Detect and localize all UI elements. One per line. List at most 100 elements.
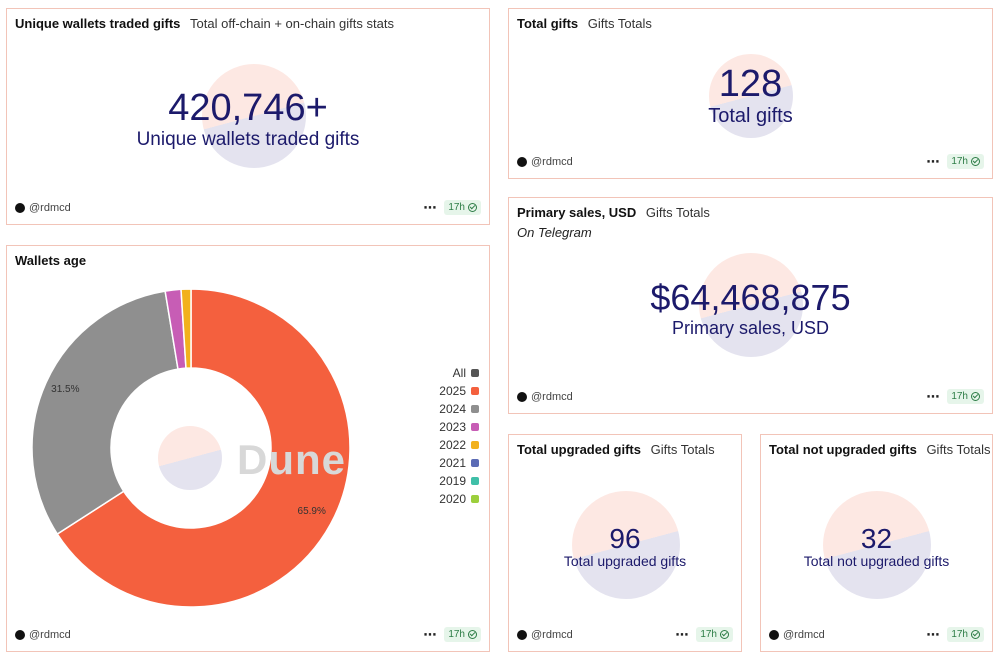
card-title[interactable]: Total upgraded gifts [517,442,641,457]
author-link[interactable]: @rdmcd [769,629,825,641]
dune-watermark-icon [709,54,793,138]
author-name: @rdmcd [531,156,573,168]
card-footer: @rdmcd ⋯ 17h [15,200,481,216]
counter: 96 Total upgraded gifts [509,525,741,569]
check-circle-icon [971,157,980,166]
legend-item-2019[interactable]: 2019 [439,472,479,490]
check-circle-icon [971,392,980,401]
legend-item-2021[interactable]: 2021 [439,454,479,472]
legend-swatch [471,477,479,485]
avatar [15,203,25,213]
freshness-badge: 17h [947,389,984,404]
card-header: Total upgraded gifts Gifts Totals [517,442,715,457]
legend-item-2020[interactable]: 2020 [439,490,479,508]
avatar [769,630,779,640]
pie-slice-2025[interactable] [56,288,351,608]
more-options-icon[interactable]: ⋯ [926,626,940,642]
avatar [517,157,527,167]
more-options-icon[interactable]: ⋯ [926,153,940,169]
card-header: Total gifts Gifts Totals [517,16,652,31]
legend-label: 2021 [439,456,466,470]
card-footer: @rdmcd ⋯ 17h [517,154,984,170]
freshness-badge: 17h [444,200,481,215]
check-circle-icon [720,630,729,639]
card-header: Unique wallets traded gifts Total off-ch… [15,16,394,31]
counter-value: 96 [609,523,641,554]
counter: $64,468,875 Primary sales, USD [509,280,992,339]
check-circle-icon [971,630,980,639]
counter-label: Total not upgraded gifts [803,553,950,569]
total-gifts-card: Total gifts Gifts Totals 128 Total gifts… [508,8,993,179]
wallets-age-donut-chart: 65.9% 31.5% [31,288,351,608]
freshness-age: 17h [951,156,968,167]
counter: 420,746+ Unique wallets traded gifts [7,89,489,151]
check-circle-icon [468,203,477,212]
legend-item-2024[interactable]: 2024 [439,400,479,418]
counter-label: Total upgraded gifts [563,553,687,569]
card-footer: @rdmcd ⋯ 17h [769,627,984,643]
wallets-age-card: Wallets age 65.9% 31.5% Dune All 2025 2024 2… [6,245,490,652]
pie-slice-2022[interactable] [180,288,192,369]
counter-value: 32 [860,523,893,554]
counter-label: Total gifts [708,105,793,127]
card-title[interactable]: Wallets age [15,253,87,268]
pie-data-label: 65.9% [298,506,326,517]
counter: 32 Total not upgraded gifts [761,525,992,569]
author-link[interactable]: @rdmcd [517,629,573,641]
author-link[interactable]: @rdmcd [517,391,573,403]
chart-legend: All 2025 2024 2023 2022 2021 2019 2020 [439,364,479,508]
legend-label: 2020 [439,492,466,506]
freshness-age: 17h [448,202,465,213]
more-options-icon[interactable]: ⋯ [675,626,689,642]
more-options-icon[interactable]: ⋯ [423,626,437,642]
author-name: @rdmcd [783,629,825,641]
card-subtitle: Gifts Totals [587,16,652,31]
card-footer: @rdmcd ⋯ 17h [517,627,733,643]
card-subtitle: Gifts Totals [650,442,715,457]
author-link[interactable]: @rdmcd [517,156,573,168]
legend-item-2023[interactable]: 2023 [439,418,479,436]
author-name: @rdmcd [531,391,573,403]
more-options-icon[interactable]: ⋯ [423,199,437,215]
freshness-age: 17h [448,629,465,640]
legend-item-2025[interactable]: 2025 [439,382,479,400]
card-title[interactable]: Primary sales, USD [517,205,637,220]
legend-label: 2022 [439,438,466,452]
legend-label: 2023 [439,420,466,434]
legend-item-all[interactable]: All [439,364,479,382]
legend-item-2022[interactable]: 2022 [439,436,479,454]
author-name: @rdmcd [29,629,71,641]
author-link[interactable]: @rdmcd [15,629,71,641]
unique-wallets-card: Unique wallets traded gifts Total off-ch… [6,8,490,225]
card-subtitle: Gifts Totals [645,205,710,220]
card-header: Wallets age [15,253,86,268]
not-upgraded-gifts-card: Total not upgraded gifts Gifts Totals 32… [760,434,993,652]
card-header: Total not upgraded gifts Gifts Totals [769,442,991,457]
legend-swatch [471,387,479,395]
freshness-age: 17h [951,391,968,402]
legend-swatch [471,495,479,503]
legend-swatch [471,441,479,449]
primary-sales-card: Primary sales, USD Gifts Totals On Teleg… [508,197,993,414]
author-name: @rdmcd [531,629,573,641]
card-title[interactable]: Unique wallets traded gifts [15,16,181,31]
pie-slice-2024[interactable] [31,290,179,536]
more-options-icon[interactable]: ⋯ [926,388,940,404]
freshness-age: 17h [700,629,717,640]
watermark-text: Dune [237,436,346,483]
card-title[interactable]: Total gifts [517,16,579,31]
freshness-age: 17h [951,629,968,640]
avatar [517,630,527,640]
card-title[interactable]: Total not upgraded gifts [769,442,917,457]
author-link[interactable]: @rdmcd [15,202,71,214]
legend-swatch [471,405,479,413]
card-footer: @rdmcd ⋯ 17h [517,389,984,405]
counter-value: $64,468,875 [650,277,851,318]
legend-swatch [471,459,479,467]
upgraded-gifts-card: Total upgraded gifts Gifts Totals 96 Tot… [508,434,742,652]
legend-swatch [471,369,479,377]
card-subtitle: Total off-chain + on-chain gifts stats [190,16,394,31]
legend-label: 2024 [439,402,466,416]
author-name: @rdmcd [29,202,71,214]
counter: 128 Total gifts [509,65,992,127]
